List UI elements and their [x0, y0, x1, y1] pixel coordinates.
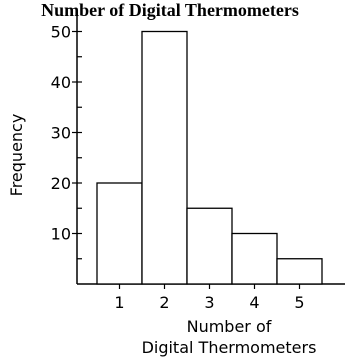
y-axis-label: Frequency — [7, 114, 26, 197]
y-axis: 10 20 30 40 50 — [51, 11, 82, 284]
y-tick-label: 20 — [51, 174, 71, 193]
x-tick-label: 4 — [249, 293, 259, 312]
bar — [276, 258, 323, 285]
x-tick-label: 3 — [204, 293, 214, 312]
x-tick-label: 1 — [114, 293, 124, 312]
x-tick-label: 5 — [294, 293, 304, 312]
x-tick-label: 2 — [159, 293, 169, 312]
chart-title: Number of Digital Thermometers — [41, 0, 299, 20]
bar — [186, 207, 233, 285]
y-tick-label: 30 — [51, 124, 71, 143]
x-axis-label-line-1: Number of — [187, 317, 272, 336]
x-axis-label-line-2: Digital Thermometers — [142, 338, 317, 357]
y-tick-label: 10 — [51, 225, 71, 244]
bar — [231, 232, 278, 285]
bar — [141, 30, 188, 285]
y-tick-label: 40 — [51, 73, 71, 92]
y-tick-label: 50 — [51, 23, 71, 42]
bars — [96, 30, 323, 285]
bar — [96, 182, 143, 285]
